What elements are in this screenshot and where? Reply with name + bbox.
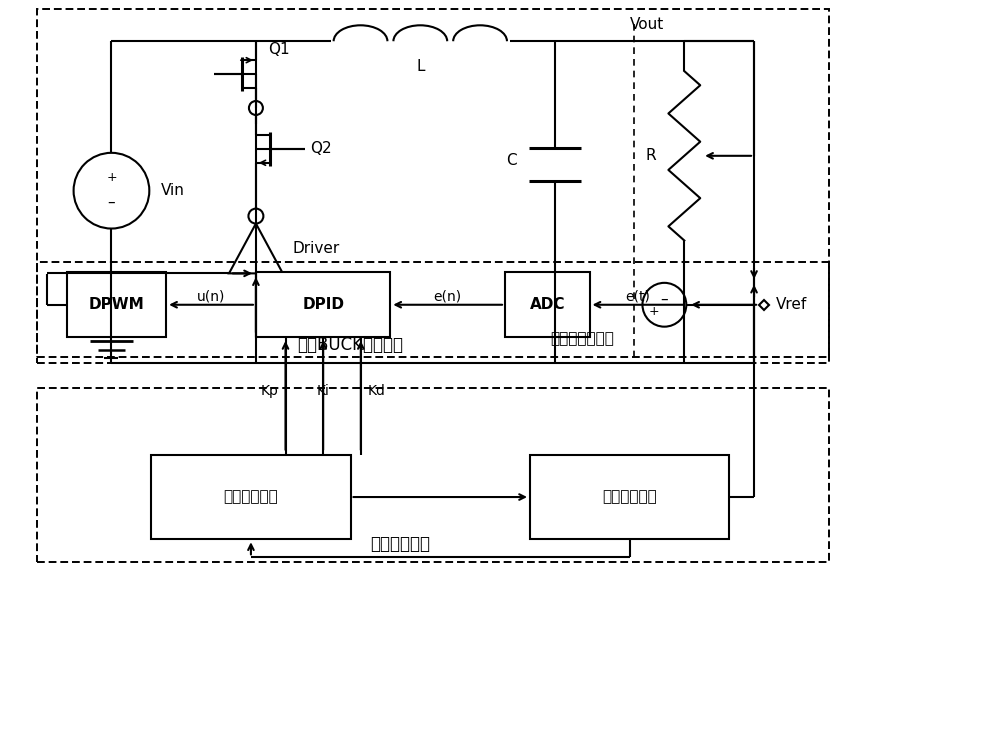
Text: R: R <box>646 148 656 163</box>
Text: Vout: Vout <box>630 17 664 32</box>
Circle shape <box>642 283 686 326</box>
Text: DPID: DPID <box>302 297 344 312</box>
Circle shape <box>248 209 263 224</box>
Text: Vin: Vin <box>161 183 185 198</box>
Text: Kp: Kp <box>261 384 279 398</box>
Text: 机器学习模块: 机器学习模块 <box>370 536 430 554</box>
Bar <box>256 273 390 337</box>
Text: C: C <box>506 153 517 168</box>
Bar <box>37 262 829 357</box>
Bar <box>151 454 351 539</box>
Text: L: L <box>416 59 425 74</box>
Text: DPWM: DPWM <box>89 297 144 312</box>
Text: 机器学习单元: 机器学习单元 <box>224 489 278 504</box>
Bar <box>530 454 729 539</box>
Text: –: – <box>108 195 115 210</box>
Text: Driver: Driver <box>293 241 340 256</box>
Text: Kd: Kd <box>368 384 386 398</box>
Text: Q1: Q1 <box>268 42 289 57</box>
Bar <box>37 10 829 363</box>
Text: u(n): u(n) <box>197 290 225 304</box>
Circle shape <box>74 153 149 229</box>
Bar <box>37 388 829 562</box>
Text: e(n): e(n) <box>434 290 462 304</box>
Text: Vref: Vref <box>776 297 807 312</box>
Text: 负载扰动单元: 负载扰动单元 <box>602 489 657 504</box>
Bar <box>67 273 166 337</box>
Text: ADC: ADC <box>530 297 565 312</box>
Text: +: + <box>106 171 117 184</box>
Text: 数字控制器模块: 数字控制器模块 <box>550 332 614 346</box>
Text: 电源BUCK电路模块: 电源BUCK电路模块 <box>298 336 404 354</box>
Text: +: + <box>649 305 660 318</box>
Text: Ki: Ki <box>317 384 330 398</box>
Text: e(t): e(t) <box>626 290 650 304</box>
Circle shape <box>249 101 263 115</box>
Text: Q2: Q2 <box>310 142 331 156</box>
Bar <box>505 273 590 337</box>
Text: –: – <box>661 292 668 307</box>
Polygon shape <box>229 224 283 273</box>
